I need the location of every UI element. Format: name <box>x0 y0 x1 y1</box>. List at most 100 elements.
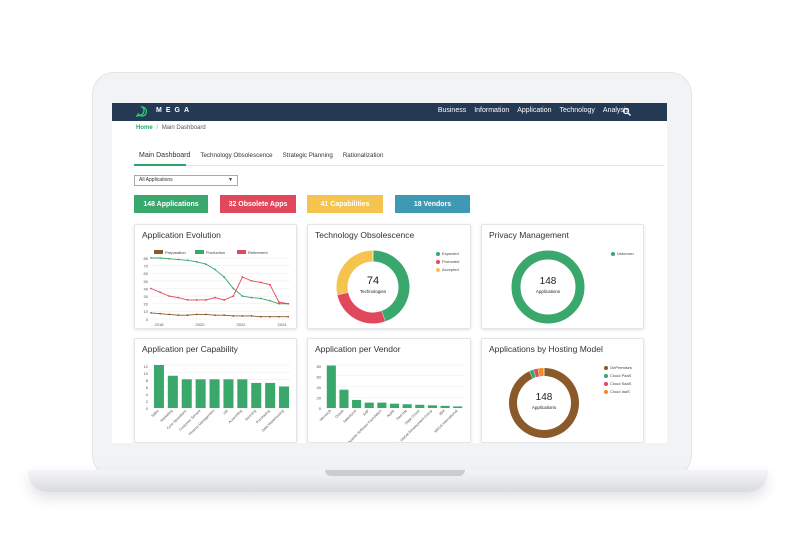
kpi-vendors[interactable]: 18 Vendors <box>395 195 470 213</box>
data-point-retirement[interactable] <box>214 296 216 299</box>
bar-apple[interactable] <box>389 403 400 408</box>
data-point-preparation[interactable] <box>186 314 189 317</box>
data-point-retirement[interactable] <box>268 283 271 286</box>
donut-slices <box>336 250 410 324</box>
data-point-production[interactable] <box>150 257 152 259</box>
data-point-preparation[interactable] <box>250 315 253 317</box>
search-icon[interactable] <box>622 107 632 117</box>
data-point-retirement[interactable] <box>223 299 226 301</box>
data-point-retirement[interactable] <box>195 299 198 301</box>
bar-purchasing[interactable] <box>265 382 276 408</box>
bar-ibm[interactable] <box>440 405 450 408</box>
data-point-production[interactable] <box>259 297 262 300</box>
nav-item-application[interactable]: Application <box>517 107 552 114</box>
bar-apache-software-foundation[interactable] <box>377 402 387 408</box>
data-point-production[interactable] <box>232 287 235 290</box>
tab-rationalization[interactable]: Rationalization <box>342 152 384 159</box>
donut-slice-accepted[interactable] <box>336 250 374 295</box>
bar-microsoft[interactable] <box>326 365 336 408</box>
bar-sourcing[interactable] <box>251 382 262 408</box>
bar-finance-management[interactable] <box>209 379 220 408</box>
data-point-production[interactable] <box>250 296 253 299</box>
data-point-retirement[interactable] <box>250 279 253 282</box>
data-point-preparation[interactable] <box>259 315 262 318</box>
data-point-preparation[interactable] <box>223 314 226 317</box>
kpi-applications[interactable]: 148 Applications <box>134 195 208 213</box>
bar-sap[interactable] <box>364 402 374 408</box>
data-point-production[interactable] <box>214 268 216 271</box>
bar-oracle[interactable] <box>339 389 349 408</box>
kpi-capabilities[interactable]: 41 Capabilities <box>307 195 383 213</box>
data-point-retirement[interactable] <box>278 301 280 304</box>
breadcrumb-home-link[interactable]: Home <box>136 125 153 131</box>
bar-postgresql-global-development-group[interactable] <box>427 405 437 408</box>
data-point-retirement[interactable] <box>204 299 207 301</box>
brand-name: MEGA <box>156 107 193 114</box>
data-point-preparation[interactable] <box>287 315 290 318</box>
nav-item-analysis[interactable]: Analysis <box>602 107 629 114</box>
bar-mega-international[interactable] <box>453 406 463 408</box>
donut-slice-onpremises[interactable] <box>509 368 579 438</box>
data-point-retirement[interactable] <box>150 287 152 290</box>
data-point-production[interactable] <box>278 302 280 305</box>
data-point-preparation[interactable] <box>214 314 216 317</box>
data-point-preparation[interactable] <box>159 312 162 315</box>
data-point-production[interactable] <box>204 263 207 265</box>
bar-customer-service[interactable] <box>195 379 206 408</box>
data-point-preparation[interactable] <box>150 312 152 314</box>
donut-slice-cloud-saas[interactable] <box>533 368 540 378</box>
data-point-production[interactable] <box>186 259 189 262</box>
data-point-preparation[interactable] <box>168 313 171 316</box>
data-point-preparation[interactable] <box>278 315 280 318</box>
bar-sage-group[interactable] <box>415 404 425 408</box>
nav-item-information[interactable]: Information <box>474 107 510 114</box>
bar-red-hat[interactable] <box>402 404 412 408</box>
data-point-production[interactable] <box>195 260 198 263</box>
tab-strategic-planning[interactable]: Strategic Planning <box>282 152 333 159</box>
bar-marketing[interactable] <box>167 375 178 408</box>
data-point-retirement[interactable] <box>241 276 244 278</box>
bar-hr[interactable] <box>223 379 234 408</box>
data-point-retirement[interactable] <box>232 295 235 298</box>
data-point-preparation[interactable] <box>204 313 207 316</box>
donut-slice-promoted[interactable] <box>337 292 386 324</box>
slice-separator <box>381 310 386 322</box>
data-point-production[interactable] <box>268 299 271 302</box>
card-application-per-vendor: Application per Vendor 80 60 40 20 0 Mic… <box>307 338 471 443</box>
bar-sales[interactable] <box>153 365 164 408</box>
data-point-retirement[interactable] <box>177 296 180 299</box>
data-point-retirement[interactable] <box>287 302 290 305</box>
legend-label: Cloud PaaS <box>610 373 632 378</box>
data-point-production[interactable] <box>241 295 244 298</box>
data-point-retirement[interactable] <box>159 291 162 294</box>
data-point-production[interactable] <box>159 257 162 259</box>
bar-data-warehousing[interactable] <box>279 386 290 409</box>
data-point-production[interactable] <box>168 257 171 260</box>
bar-salesforce[interactable] <box>352 399 362 408</box>
data-point-retirement[interactable] <box>186 299 189 301</box>
data-point-retirement[interactable] <box>168 295 171 298</box>
donut-slice-expected[interactable] <box>372 250 410 322</box>
data-point-preparation[interactable] <box>195 313 198 316</box>
donut-slice-cloud-paas[interactable] <box>529 369 537 379</box>
data-point-preparation[interactable] <box>241 315 244 317</box>
data-point-production[interactable] <box>223 276 226 278</box>
data-point-preparation[interactable] <box>232 315 235 317</box>
data-point-retirement[interactable] <box>259 281 262 284</box>
bar-core-operations[interactable] <box>181 379 192 408</box>
applications-filter-select[interactable]: All Applications ▼ <box>134 175 238 186</box>
mega-logo-icon[interactable] <box>136 106 148 117</box>
card-application-per-capability: Application per Capability 12 10 8 6 4 2… <box>134 338 297 443</box>
kpi-obsolete-apps[interactable]: 32 Obsolete Apps <box>220 195 296 213</box>
y-tick-label: 10 <box>144 371 149 376</box>
nav-item-technology[interactable]: Technology <box>559 107 595 114</box>
donut-slice-unknown[interactable] <box>511 250 585 324</box>
bar-accounting[interactable] <box>237 379 248 408</box>
data-point-preparation[interactable] <box>177 314 180 317</box>
y-tick-label: 80 <box>144 256 149 261</box>
data-point-production[interactable] <box>177 258 180 261</box>
data-point-preparation[interactable] <box>268 315 271 318</box>
nav-item-business[interactable]: Business <box>437 107 467 114</box>
tab-technology-obsolescence[interactable]: Technology Obsolescence <box>200 152 273 159</box>
tab-main-dashboard[interactable]: Main Dashboard <box>139 152 191 159</box>
